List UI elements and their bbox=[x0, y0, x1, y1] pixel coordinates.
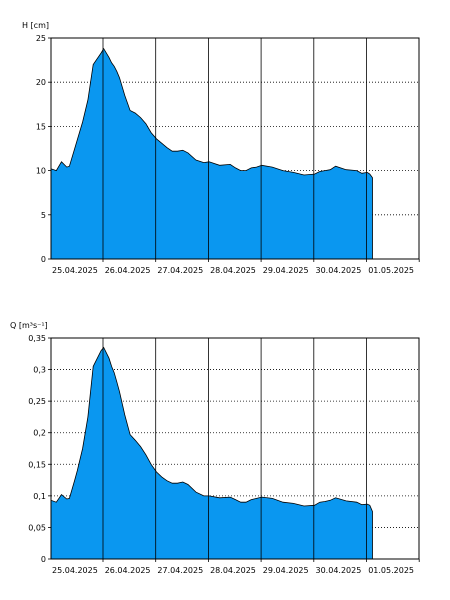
x-tick-label: 26.04.2025 bbox=[105, 566, 151, 575]
y-tick-label: 0,25 bbox=[28, 397, 46, 406]
x-tick-label: 25.04.2025 bbox=[52, 266, 98, 275]
y-tick-label: 5 bbox=[41, 211, 46, 220]
y-tick-labels: 0 0,05 0,1 0,15 0,2 0,25 0,3 0,35 bbox=[28, 334, 51, 564]
y-tick-labels: 0 5 10 15 20 25 bbox=[36, 34, 51, 264]
water-level-chart: H [cm] 0 5 10 15 20 25 25.04.2025 26.04.2025 27.… bbox=[22, 21, 420, 275]
y-tick-label: 10 bbox=[36, 167, 46, 176]
x-tick-label: 27.04.2025 bbox=[157, 266, 203, 275]
x-tick-label: 29.04.2025 bbox=[263, 266, 309, 275]
y-tick-label: 20 bbox=[36, 78, 46, 87]
day-divider-lines bbox=[102, 338, 367, 559]
y-tick-label: 25 bbox=[36, 34, 46, 43]
x-tick-label: 28.04.2025 bbox=[210, 266, 256, 275]
plot-frame bbox=[50, 337, 420, 560]
plot-frame bbox=[50, 37, 420, 260]
y-tick-label: 0,1 bbox=[33, 492, 46, 501]
discharge-chart: Q [m³s⁻¹] 0 0,05 0,1 0,15 0,2 0,25 0,3 0,35 25.0… bbox=[10, 321, 420, 575]
y-tick-label: 0 bbox=[41, 555, 46, 564]
x-tick-labels: 25.04.2025 26.04.2025 27.04.2025 28.04.2025… bbox=[52, 259, 420, 275]
x-tick-label: 27.04.2025 bbox=[157, 566, 203, 575]
x-tick-label: 30.04.2025 bbox=[316, 266, 362, 275]
water-level-area bbox=[50, 47, 373, 260]
x-tick-label: 25.04.2025 bbox=[52, 566, 98, 575]
y-tick-label: 0 bbox=[41, 255, 46, 264]
x-tick-label: 01.05.2025 bbox=[368, 266, 414, 275]
y-tick-label: 0,35 bbox=[28, 334, 46, 343]
day-divider-lines bbox=[102, 38, 367, 259]
y-axis-label: H [cm] bbox=[22, 21, 49, 30]
x-tick-label: 29.04.2025 bbox=[263, 566, 309, 575]
discharge-area bbox=[50, 346, 373, 560]
x-tick-label: 26.04.2025 bbox=[105, 266, 151, 275]
y-tick-label: 0,3 bbox=[33, 366, 46, 375]
x-tick-labels: 25.04.2025 26.04.2025 27.04.2025 28.04.2025… bbox=[52, 559, 420, 575]
x-tick-label: 01.05.2025 bbox=[368, 566, 414, 575]
y-tick-label: 0,15 bbox=[28, 460, 46, 469]
x-tick-label: 30.04.2025 bbox=[316, 566, 362, 575]
y-tick-label: 0,05 bbox=[28, 523, 46, 532]
y-tick-label: 0,2 bbox=[33, 429, 46, 438]
y-tick-label: 15 bbox=[36, 122, 46, 131]
x-tick-label: 28.04.2025 bbox=[210, 566, 256, 575]
y-axis-label: Q [m³s⁻¹] bbox=[10, 321, 48, 330]
